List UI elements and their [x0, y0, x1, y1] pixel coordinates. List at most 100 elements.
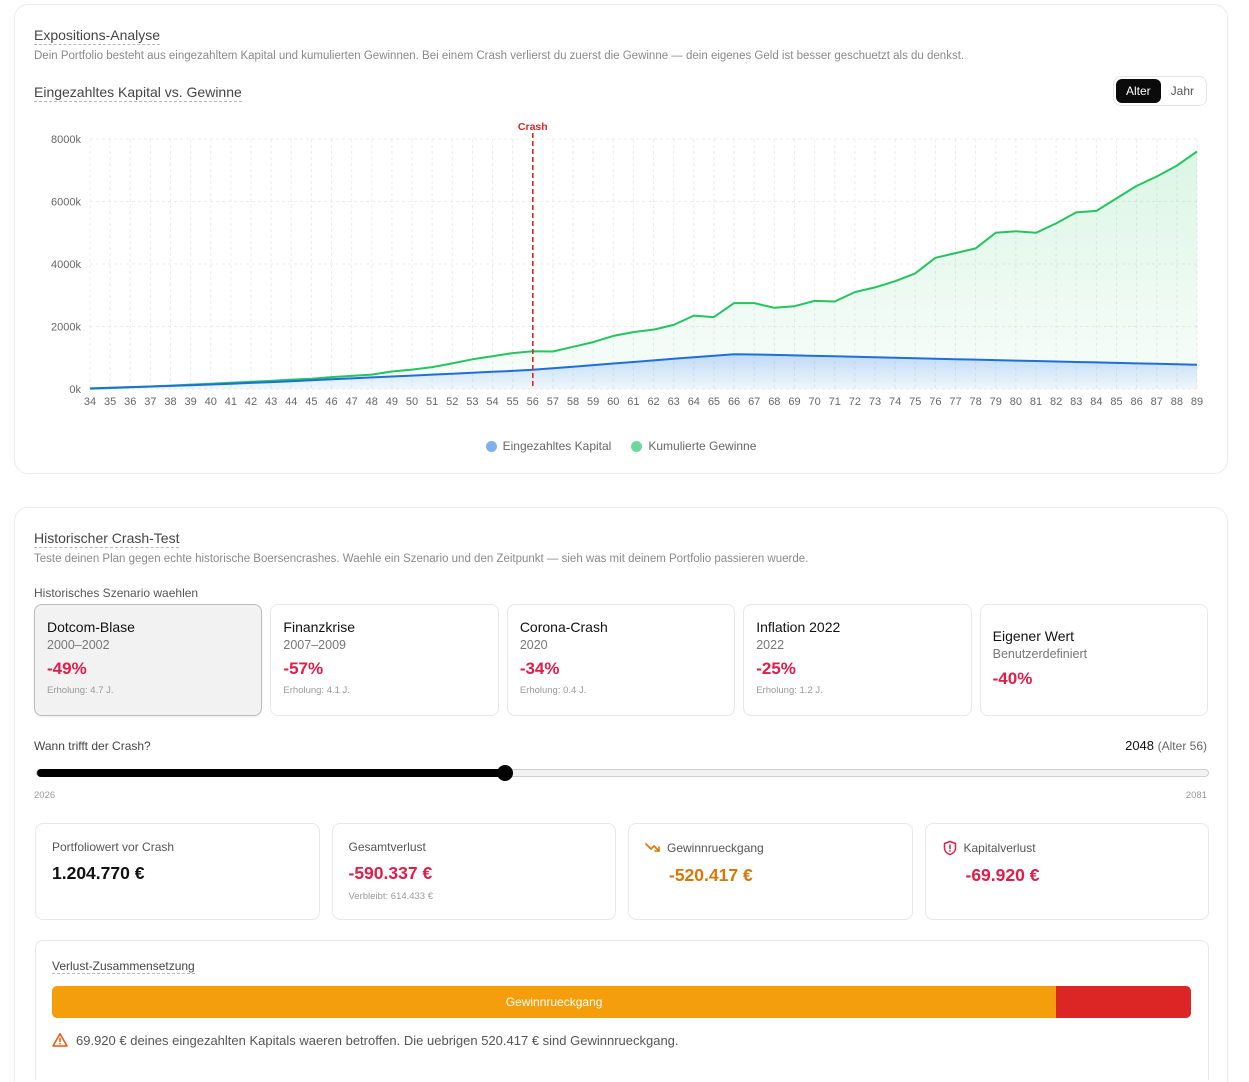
x-tick-label: 51 [426, 396, 438, 408]
slider-fill [37, 769, 506, 777]
scenario-drop: -49% [47, 659, 87, 678]
x-tick-label: 64 [688, 396, 700, 408]
axis-mode-toggle: Alter Jahr [1112, 76, 1207, 106]
x-tick-label: 55 [507, 396, 519, 408]
stat-label: Kapitalverlust [963, 841, 1036, 855]
x-tick-label: 37 [144, 396, 156, 408]
scenario-drop: -57% [283, 659, 324, 678]
crash-year-readout: 2048 (Alter 56) [1125, 738, 1207, 753]
x-tick-label: 88 [1171, 396, 1183, 408]
stat-value-before-crash: Portfoliowert vor Crash 1.204.770 € [35, 823, 320, 920]
x-tick-label: 78 [969, 396, 981, 408]
x-tick-label: 71 [829, 396, 841, 408]
x-tick-label: 58 [567, 396, 579, 408]
scenario-finanzkrise[interactable]: Finanzkrise 2007–2009 -57% Erholung: 4.1… [270, 604, 499, 716]
scenario-recovery: Erholung: 1.2 J. [756, 685, 823, 696]
stat-value: -69.920 € [965, 865, 1040, 885]
chart-legend: Eingezahltes Kapital Kumulierte Gewinne [15, 439, 1227, 453]
crash-test-description: Teste deinen Plan gegen echte historisch… [34, 553, 809, 565]
scenario-years: 2022 [756, 638, 785, 652]
toggle-jahr[interactable]: Jahr [1170, 84, 1194, 98]
gains-area [90, 151, 1197, 389]
composition-capital-segment [1056, 986, 1191, 1018]
scenario-name: Corona-Crash [519, 619, 608, 635]
x-tick-label: 38 [164, 396, 176, 408]
x-tick-label: 36 [124, 396, 136, 408]
x-tick-label: 48 [366, 396, 378, 408]
x-tick-label: 87 [1151, 396, 1163, 408]
capital-line [89, 353, 1198, 390]
scenario-years: 2007–2009 [283, 638, 346, 652]
stat-total-loss: Gesamtverlust -590.337 € Verbleibt: 614.… [331, 823, 616, 920]
crash-age: (Alter 56) [1157, 739, 1207, 753]
loss-composition: Verlust-Zusammensetzung Gewinnrueckgang … [35, 940, 1209, 1080]
x-tick-label: 73 [869, 396, 881, 408]
capital-area [90, 354, 1197, 389]
x-tick-label: 69 [788, 396, 800, 408]
stat-value: -590.337 € [348, 863, 433, 883]
x-tick-label: 68 [768, 396, 780, 408]
crash-test-title: Historischer Crash-Test [34, 530, 180, 548]
x-tick-label: 50 [406, 396, 418, 408]
x-tick-label: 86 [1130, 396, 1142, 408]
x-tick-label: 53 [466, 396, 478, 408]
x-tick-label: 82 [1050, 396, 1062, 408]
x-tick-label: 81 [1030, 396, 1042, 408]
scenario-dotcom[interactable]: Dotcom-Blase 2000–2002 -49% Erholung: 4.… [34, 604, 263, 716]
x-tick-label: 45 [305, 396, 317, 408]
crash-test-card: Historischer Crash-Test Teste deinen Pla… [14, 507, 1228, 1082]
exposure-card: Expositions-Analyse Dein Portfolio beste… [14, 4, 1228, 474]
legend-dot-capital [485, 440, 497, 452]
scenario-name: Finanzkrise [283, 619, 355, 635]
x-tick-label: 76 [929, 396, 941, 408]
scenario-custom[interactable]: Eigener Wert Benutzerdefiniert -40% [979, 604, 1209, 716]
y-tick-label: 2000k [51, 322, 81, 334]
x-tick-label: 61 [627, 396, 639, 408]
scenario-name: Inflation 2022 [756, 619, 841, 635]
warning-icon [52, 1033, 68, 1047]
scenario-years: Benutzerdefiniert [992, 647, 1088, 661]
y-tick-label: 8000k [51, 134, 81, 146]
exposure-chart: 0k 2000k 4000k 6000k 8000k 34 35 36 37 38 39 40 41 42… [51, 121, 1203, 408]
stat-label: Portfoliowert vor Crash [52, 840, 175, 854]
scenario-inflation-2022[interactable]: Inflation 2022 2022 -25% Erholung: 1.2 J… [743, 604, 972, 716]
stat-gain-loss: Gewinnrueckgang -520.417 € [628, 823, 913, 920]
scenario-label: Historisches Szenario waehlen [34, 586, 199, 600]
scenario-recovery: Erholung: 0.4 J. [519, 685, 587, 696]
legend-item-gains[interactable]: Kumulierte Gewinne [631, 439, 756, 453]
x-tick-label: 84 [1090, 396, 1102, 408]
stat-label-row: Kapitalverlust [942, 840, 1193, 856]
x-tick-label: 34 [84, 396, 96, 408]
scenario-years: 2000–2002 [47, 638, 110, 652]
x-tick-label: 43 [265, 396, 277, 408]
x-tick-label: 42 [245, 396, 257, 408]
legend-dot-gains [631, 440, 643, 452]
scenario-recovery: Erholung: 4.1 J. [283, 685, 350, 696]
scenario-list: Dotcom-Blase 2000–2002 -49% Erholung: 4.… [34, 604, 1209, 716]
x-tick-label: 57 [547, 396, 559, 408]
composition-gain-segment: Gewinnrueckgang [52, 986, 1057, 1018]
composition-note-text: 69.920 € deines eingezahlten Kapitals wa… [76, 1032, 679, 1048]
y-tick-label: 0k [69, 384, 81, 396]
crash-marker-label: Crash [518, 121, 548, 133]
crash-stats: Portfoliowert vor Crash 1.204.770 € Gesa… [35, 823, 1209, 920]
scenario-corona[interactable]: Corona-Crash 2020 -34% Erholung: 0.4 J. [506, 604, 736, 716]
crash-year-slider[interactable] [36, 765, 1209, 781]
shield-alert-icon [943, 840, 956, 856]
slider-thumb[interactable] [497, 765, 514, 781]
x-tick-label: 40 [205, 396, 217, 408]
crash-year: 2048 [1125, 738, 1155, 753]
trending-down-icon [645, 843, 660, 852]
x-tick-label: 89 [1191, 396, 1203, 408]
stat-remaining: Verbleibt: 614.433 € [348, 891, 434, 902]
toggle-alter[interactable]: Alter [1115, 79, 1161, 103]
scenario-recovery: Erholung: 4.7 J. [47, 685, 114, 696]
slider-min-label: 2026 [34, 790, 56, 801]
legend-item-capital[interactable]: Eingezahltes Kapital [485, 439, 611, 453]
x-tick-label: 56 [527, 396, 539, 408]
composition-title: Verlust-Zusammensetzung [52, 959, 195, 974]
x-tick-label: 44 [285, 396, 297, 408]
stat-label: Gesamtverlust [348, 840, 426, 854]
x-tick-label: 79 [990, 396, 1002, 408]
scenario-name: Dotcom-Blase [47, 619, 135, 635]
